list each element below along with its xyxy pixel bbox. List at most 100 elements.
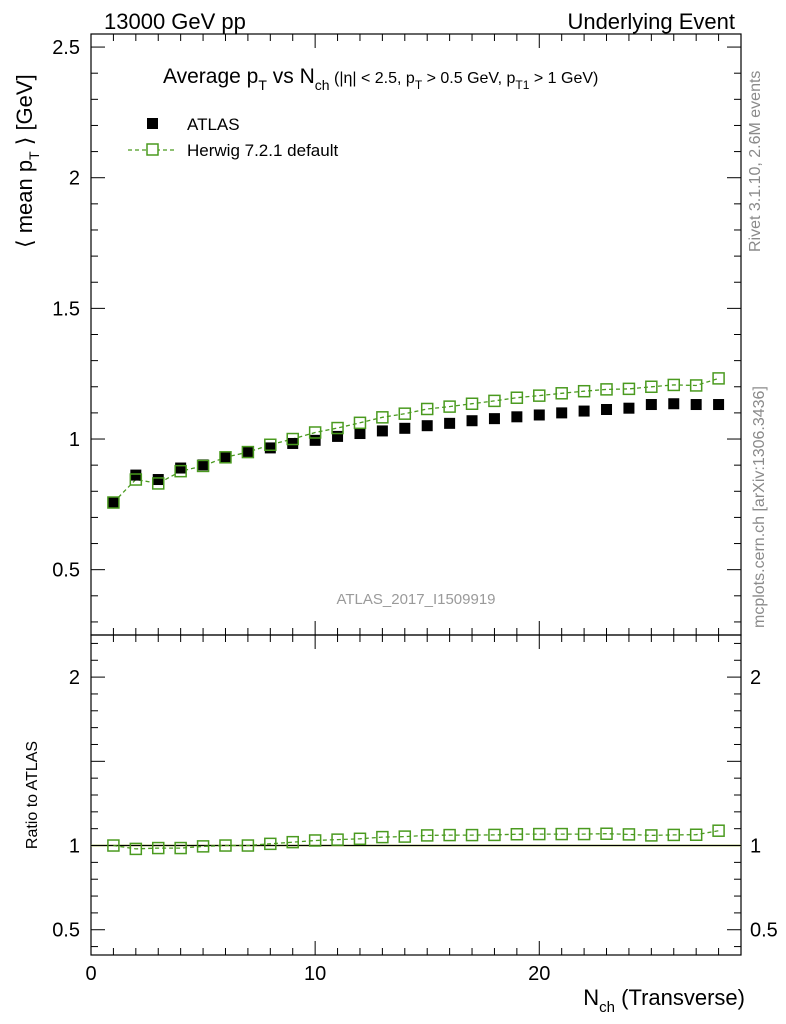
herwig-point [600, 383, 613, 396]
herwig-point [555, 387, 568, 400]
main-title: Average pT vs Nch (|η| < 2.5, pT > 0.5 G… [163, 65, 598, 93]
ratio-herwig-point [353, 832, 367, 846]
ratio-herwig-point [286, 835, 299, 849]
herwig-point [577, 384, 591, 398]
ratio-plot-frame [90, 634, 742, 956]
atlas-point [264, 442, 276, 454]
xlabel-pre: N [583, 985, 599, 1010]
ratio-y-tick-label-0: 0.5 [52, 920, 80, 942]
header-left: 13000 GeV pp [104, 9, 246, 34]
herwig-point [353, 416, 367, 430]
herwig-point [286, 432, 299, 446]
title-cuts-sub2: T1 [515, 78, 529, 92]
atlas-point [107, 497, 119, 509]
herwig-point [376, 411, 389, 424]
herwig-point [107, 496, 120, 509]
atlas-point [152, 474, 164, 486]
title-cuts-sub1: T [415, 78, 423, 92]
ratio-herwig-line [113, 830, 719, 850]
legend-atlas-label: ATLAS [187, 115, 240, 134]
ratio-herwig-point [308, 834, 322, 847]
analysis-watermark: ATLAS_2017_I1509919 [336, 591, 495, 608]
ratio-data-layer [91, 824, 741, 856]
herwig-point [420, 402, 434, 416]
main-y-tick-label-1: 1 [69, 429, 80, 451]
x-tick-label-1: 10 [304, 963, 326, 985]
atlas-point [197, 459, 209, 471]
ratio-y-tick-label-1: 1 [69, 836, 80, 858]
ratio-herwig-point [443, 828, 456, 842]
herwig-point [689, 379, 703, 392]
title-main-sub: T [258, 77, 267, 93]
ratio-herwig-point [331, 833, 344, 846]
main-y-tick-label-2: 1.5 [52, 298, 80, 320]
ratio-y-tick-label-right-0: 0.5 [750, 920, 778, 942]
legend-herwig-label: Herwig 7.2.1 default [187, 141, 338, 160]
ratio-y-tick-label-right-2: 2 [750, 667, 761, 689]
ratio-herwig-point [107, 839, 120, 852]
atlas-point [690, 399, 702, 411]
legend: ATLAS Herwig 7.2.1 default [128, 115, 338, 160]
ratio-herwig-point [420, 829, 434, 842]
main-y-tick-label-0: 0.5 [52, 560, 80, 582]
herwig-point [151, 477, 165, 490]
herwig-point [488, 394, 501, 408]
header-right: Underlying Event [567, 9, 735, 34]
ratio-herwig-point [510, 827, 524, 841]
title-cuts-c: > 1 GeV) [529, 70, 598, 87]
atlas-point [242, 446, 254, 458]
atlas-point [556, 407, 568, 419]
herwig-point [129, 473, 143, 486]
ylabel-sub: T [26, 151, 42, 160]
atlas-point [287, 437, 299, 449]
atlas-point [421, 420, 433, 432]
herwig-point [645, 380, 658, 394]
xlabel-sub: ch [599, 999, 615, 1016]
main-y-tick-label-3: 2 [69, 168, 80, 190]
herwig-point [174, 464, 187, 478]
ratio-herwig-point [667, 828, 681, 842]
title-main: Average p [163, 65, 258, 88]
atlas-point [668, 398, 680, 410]
ratio-herwig-point [376, 830, 389, 844]
atlas-point [488, 413, 500, 425]
atlas-point [130, 469, 142, 481]
ratio-herwig-point [712, 824, 725, 837]
ratio-herwig-point [622, 828, 636, 841]
ratio-herwig-point [219, 839, 232, 852]
atlas-point [466, 415, 478, 427]
atlas-point [578, 405, 590, 417]
atlas-point [645, 399, 657, 411]
ratio-herwig-point [196, 840, 210, 853]
main-axis-ticks: 0.5 1 1.5 2 2.5 [52, 34, 742, 635]
rivet-label: Rivet 3.1.10, 2.6M events [747, 71, 764, 252]
atlas-point [444, 417, 456, 429]
herwig-series-line [112, 377, 719, 503]
ratio-herwig-point [600, 827, 613, 840]
herwig-point [398, 407, 412, 420]
ylabel-post: ⟩ [GeV] [12, 74, 37, 151]
ratio-herwig-point [488, 828, 501, 842]
herwig-point [667, 378, 681, 392]
x-tick-label-0: 0 [85, 963, 96, 985]
ratio-herwig-point [241, 839, 255, 852]
herwig-point [331, 421, 344, 435]
atlas-point [601, 403, 613, 415]
main-y-label: ⟨ mean pT ⟩ [GeV] [12, 74, 42, 248]
atlas-point [376, 425, 388, 437]
atlas-point [175, 462, 187, 474]
atlas-point [623, 402, 635, 414]
title-vs-sub: ch [315, 77, 330, 93]
ratio-herwig-point [577, 827, 591, 841]
ratio-herwig-point [151, 841, 165, 855]
main-y-tick-label-4: 2.5 [52, 37, 80, 59]
herwig-point [443, 400, 456, 413]
title-cuts-a: (|η| < 2.5, p [330, 70, 415, 87]
herwig-point [308, 426, 322, 439]
ratio-y-label: Ratio to ATLAS [24, 741, 41, 849]
herwig-point [533, 389, 546, 402]
ratio-herwig-point [398, 830, 412, 843]
ratio-herwig-point [555, 827, 568, 841]
atlas-point [354, 428, 366, 440]
